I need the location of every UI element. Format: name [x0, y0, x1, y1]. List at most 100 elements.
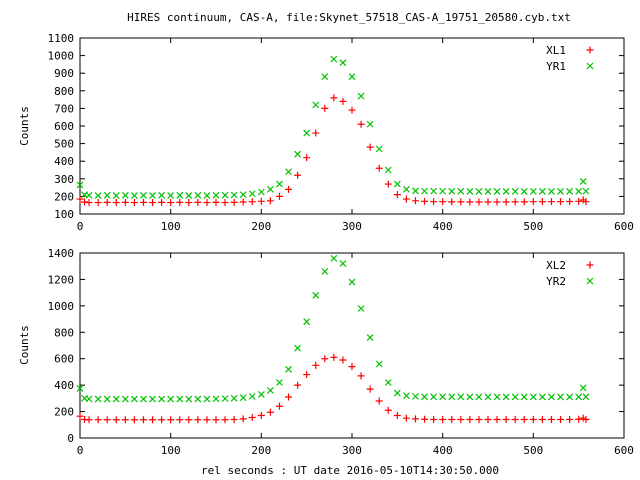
top-series-XL1: [76, 94, 590, 207]
bottom-point-XL2: [139, 416, 147, 424]
top-point-YR1: [579, 178, 587, 185]
bottom-point-XL2: [176, 416, 184, 424]
bottom-point-YR2: [384, 379, 392, 386]
bottom-point-YR2: [575, 393, 583, 401]
bottom-point-YR2: [548, 393, 555, 401]
top-point-YR1: [85, 191, 93, 199]
bottom-point-XL2: [85, 416, 93, 424]
bottom-y-tick-label: 1000: [48, 300, 75, 313]
bottom-point-XL2: [511, 416, 519, 423]
top-y-tick-label: 900: [54, 67, 74, 80]
bottom-point-XL2: [194, 416, 202, 424]
top-point-XL1: [285, 185, 293, 193]
bottom-point-YR2: [185, 395, 193, 403]
top-point-YR1: [439, 187, 447, 195]
bottom-point-YR2: [357, 305, 365, 312]
top-point-XL1: [212, 198, 220, 206]
top-point-YR1: [176, 191, 184, 199]
bottom-point-YR2: [257, 390, 265, 398]
bottom-point-XL2: [457, 416, 465, 423]
bottom-point-YR2: [582, 393, 590, 401]
top-point-XL1: [85, 199, 93, 207]
top-point-YR1: [330, 55, 338, 63]
top-x-tick-label: 400: [433, 220, 453, 233]
top-plot-frame: [79, 37, 625, 215]
top-point-XL1: [239, 198, 247, 206]
chart-title: HIRES continuum, CAS-A, file:Skynet_5751…: [127, 11, 571, 24]
bottom-point-XL2: [112, 416, 120, 424]
top-point-YR1: [221, 191, 229, 199]
bottom-point-XL2: [439, 416, 447, 423]
bottom-point-YR2: [448, 393, 456, 401]
top-point-XL1: [538, 198, 546, 206]
top-y-tick-label: 700: [54, 102, 74, 115]
top-point-XL1: [158, 198, 166, 206]
top-point-YR1: [582, 187, 590, 195]
top-point-YR1: [149, 192, 156, 199]
bottom-point-XL2: [566, 416, 574, 423]
top-point-XL1: [248, 198, 256, 206]
bottom-point-XL2: [529, 416, 537, 423]
bottom-point-XL2: [103, 416, 111, 424]
bottom-point-XL2: [421, 415, 429, 423]
bottom-x-tick-label: 0: [77, 444, 84, 457]
top-x-tick-label: 300: [342, 220, 362, 233]
top-point-YR1: [130, 192, 138, 199]
top-point-YR1: [203, 192, 211, 199]
top-point-XL1: [582, 198, 590, 206]
bottom-point-YR2: [484, 393, 492, 401]
bottom-point-YR2: [140, 395, 147, 403]
top-y-tick-label: 800: [54, 85, 74, 98]
bottom-point-XL2: [76, 412, 84, 420]
top-point-YR1: [557, 188, 564, 195]
bottom-point-XL2: [294, 381, 302, 389]
top-y-tick-label: 200: [54, 190, 74, 203]
bottom-y-tick-label: 600: [54, 353, 74, 366]
bottom-point-XL2: [348, 363, 356, 371]
top-point-XL1: [366, 143, 374, 151]
top-point-XL1: [375, 164, 383, 172]
bottom-point-XL2: [557, 416, 565, 423]
bottom-legend-label-YR2: YR2: [546, 275, 566, 288]
bottom-point-XL2: [520, 416, 528, 423]
bottom-point-YR2: [103, 395, 111, 403]
top-point-YR1: [339, 59, 347, 67]
bottom-point-XL2: [475, 416, 483, 423]
bottom-point-XL2: [130, 416, 138, 424]
bottom-legend-label-XL2: XL2: [546, 259, 566, 272]
bottom-point-YR2: [167, 395, 175, 403]
bottom-point-XL2: [484, 416, 492, 423]
bottom-x-tick-label: 100: [161, 444, 181, 457]
bottom-point-YR2: [321, 268, 329, 275]
top-point-YR1: [502, 188, 510, 195]
top-point-YR1: [239, 191, 247, 199]
top-point-YR1: [493, 188, 501, 195]
bottom-point-XL2: [375, 397, 383, 405]
top-point-XL1: [294, 171, 302, 179]
bottom-point-XL2: [149, 416, 157, 424]
bottom-point-YR2: [149, 395, 156, 403]
bottom-point-YR2: [348, 278, 356, 286]
top-point-XL1: [502, 198, 510, 206]
top-x-tick-label: 100: [161, 220, 181, 233]
top-point-YR1: [121, 191, 129, 199]
bottom-point-YR2: [112, 395, 120, 403]
top-point-YR1: [348, 73, 356, 81]
top-point-YR1: [112, 192, 120, 199]
bottom-point-YR2: [212, 395, 220, 403]
top-point-XL1: [448, 198, 456, 206]
bottom-series-YR2: [76, 254, 590, 403]
bottom-point-XL2: [466, 416, 474, 423]
bottom-point-XL2: [411, 415, 419, 423]
bottom-point-XL2: [430, 416, 438, 423]
top-point-YR1: [575, 187, 583, 195]
top-point-XL1: [176, 198, 184, 206]
bottom-point-XL2: [303, 371, 311, 379]
bottom-x-tick-label: 200: [251, 444, 271, 457]
bottom-point-YR2: [294, 344, 302, 352]
bottom-point-YR2: [412, 392, 419, 400]
bottom-point-XL2: [158, 416, 166, 424]
bottom-point-YR2: [121, 395, 129, 403]
bottom-point-XL2: [366, 385, 374, 393]
top-point-YR1: [321, 73, 329, 81]
